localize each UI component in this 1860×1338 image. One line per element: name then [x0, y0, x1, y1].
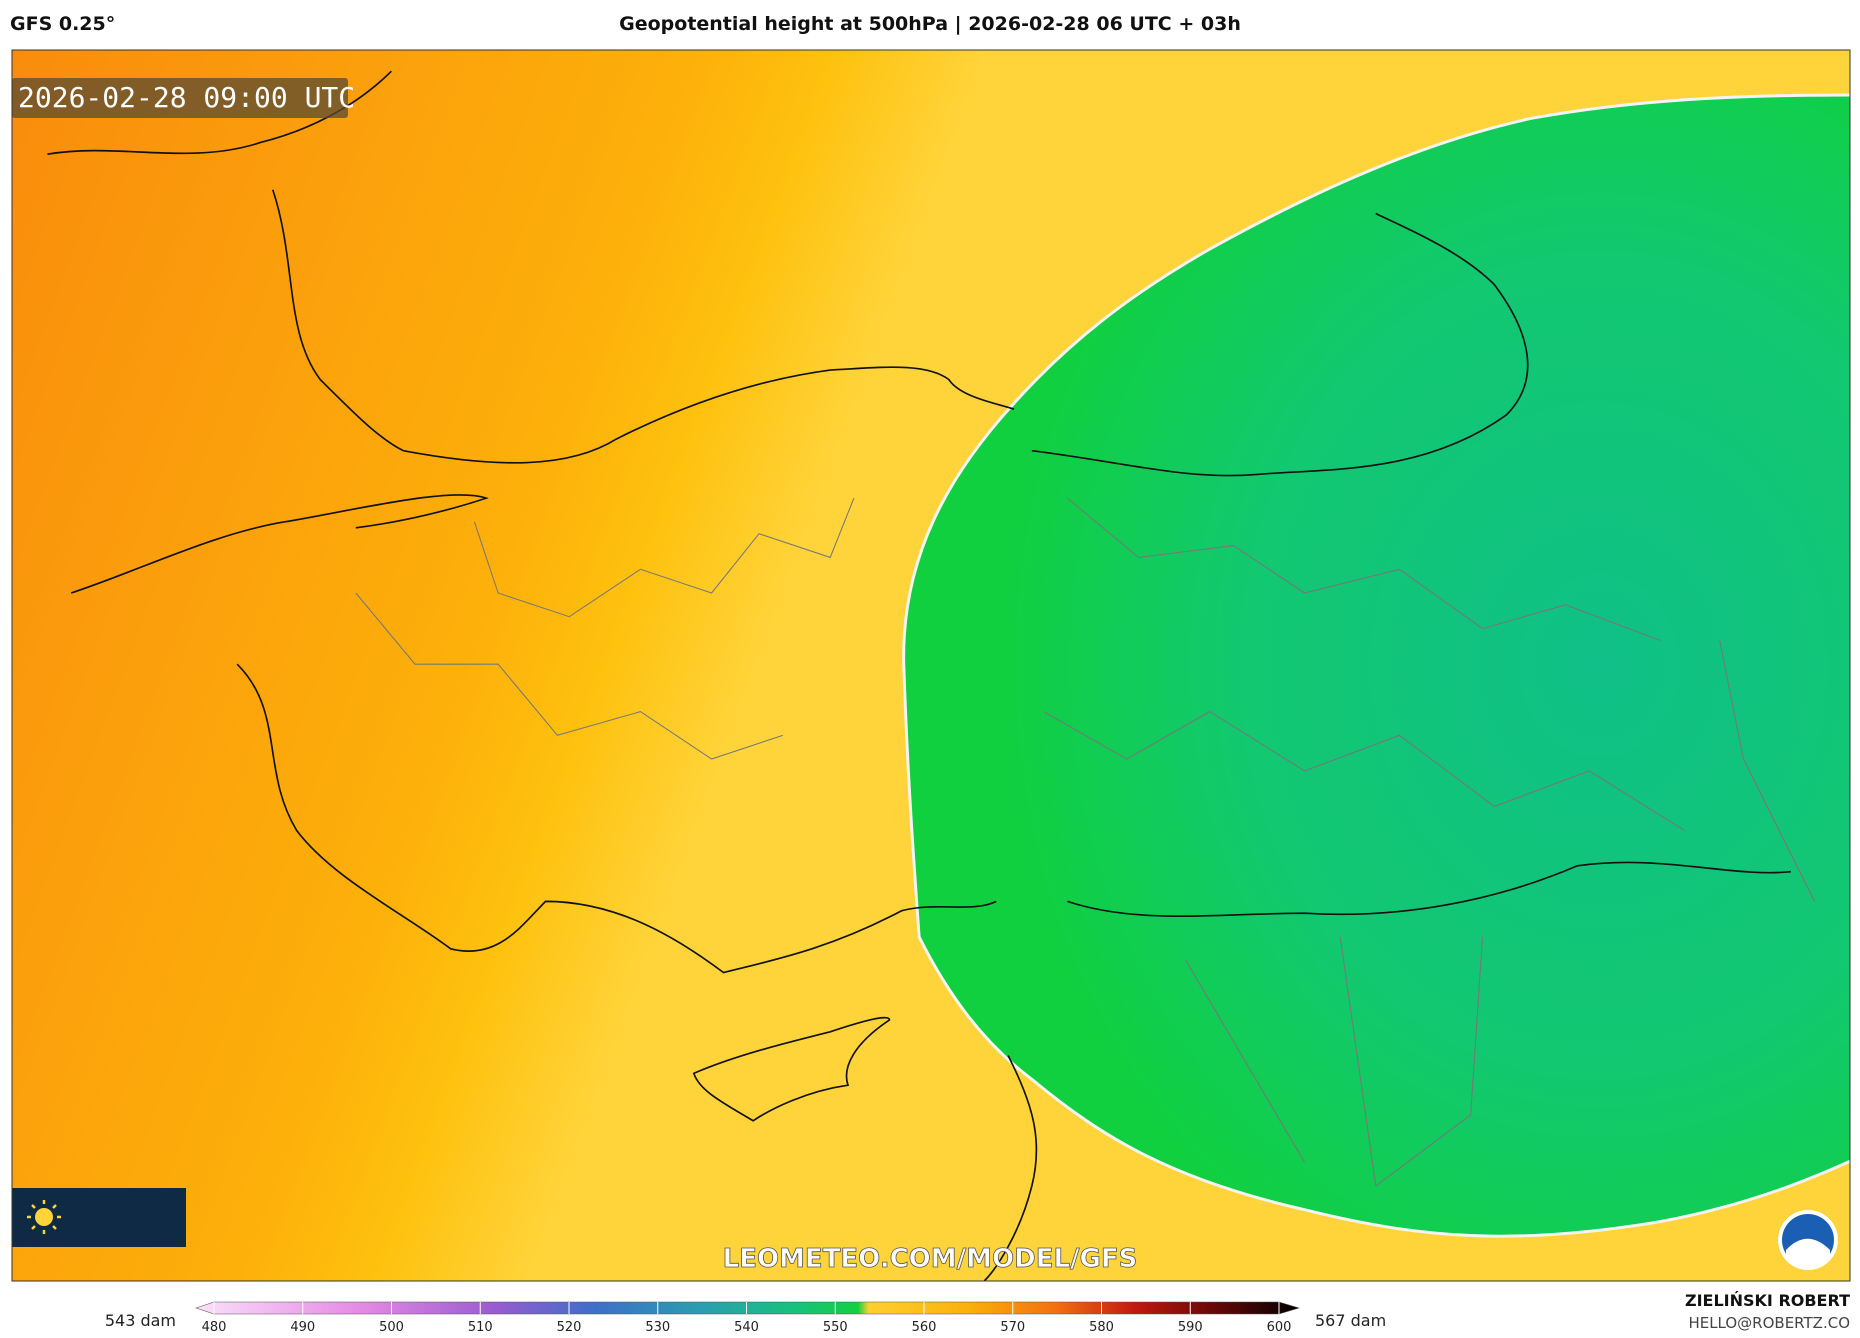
- timestamp-box: [12, 78, 348, 118]
- colorbar-min-label: 543 dam: [105, 1311, 176, 1330]
- colorbar-tick-label: 530: [645, 1320, 670, 1335]
- colorbar-tick-label: 490: [290, 1320, 315, 1335]
- map-frame: [11, 49, 1851, 1282]
- colorbar-tick-label: 580: [1089, 1320, 1114, 1335]
- logo-sun: [35, 1208, 53, 1226]
- credit-email: HELLO@ROBERTZ.CO: [1688, 1314, 1850, 1332]
- credit-name: ZIELIŃSKI ROBERT: [1685, 1291, 1850, 1310]
- colorbar-tick-label: 540: [734, 1320, 759, 1335]
- colorbar: [195, 1301, 1301, 1315]
- coastlines: [47, 70, 1791, 1281]
- model-label: GFS 0.25°: [10, 13, 115, 35]
- colorbar-tick-label: 480: [202, 1320, 227, 1335]
- map: 2026-02-28 09:00 UTC LEOMETEO.COM/MODEL/…: [12, 50, 1850, 1281]
- colorbar-max-label: 567 dam: [1315, 1311, 1386, 1330]
- watermark: LEOMETEO.COM/MODEL/GFS: [723, 1244, 1138, 1274]
- colorbar-tick-label: 590: [1178, 1320, 1203, 1335]
- colorbar-tick-label: 510: [468, 1320, 493, 1335]
- colorbar-tick-label: 570: [1000, 1320, 1025, 1335]
- colorbar-tick-label: 600: [1267, 1320, 1292, 1335]
- borders: [355, 497, 1816, 1187]
- colorbar-tick-label: 550: [823, 1320, 848, 1335]
- colorbar-tick-label: 560: [912, 1320, 937, 1335]
- height-contour: [902, 93, 1850, 1238]
- colorbar-tick-label: 520: [557, 1320, 582, 1335]
- noaa-logo-wave: [1786, 1238, 1830, 1267]
- timestamp: 2026-02-28 09:00 UTC: [18, 81, 355, 114]
- colorbar-tick-label: 500: [379, 1320, 404, 1335]
- logo-rays: [27, 1200, 61, 1234]
- map-title: Geopotential height at 500hPa | 2026-02-…: [619, 13, 1241, 35]
